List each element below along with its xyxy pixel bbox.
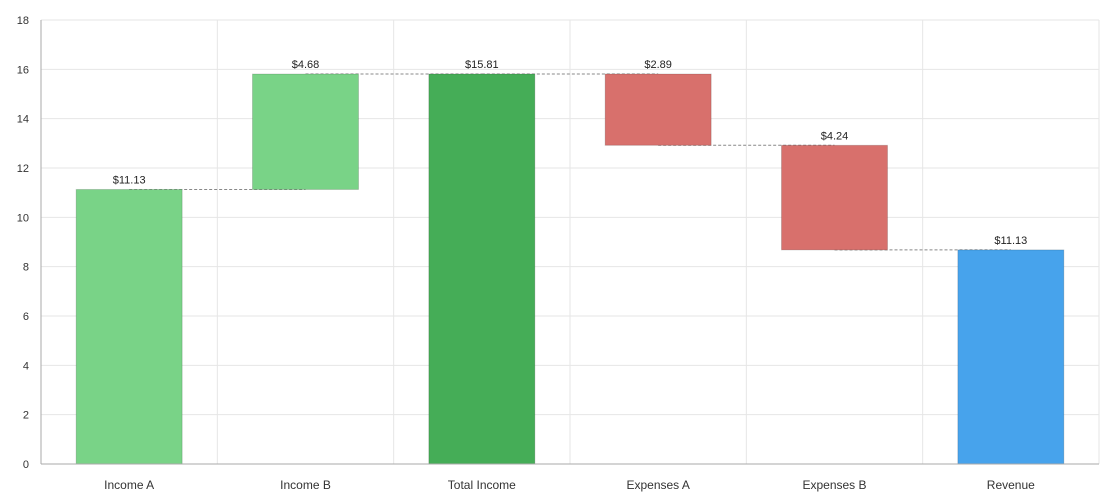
y-axis: 0 2 4 6 8 10 12 14 16 18 (17, 15, 42, 471)
bar-expenses-a[interactable] (604, 73, 712, 146)
bar-income-a[interactable] (75, 188, 183, 465)
y-tick-label: 4 (23, 360, 29, 372)
data-label: $11.13 (994, 235, 1027, 247)
grid-lines (41, 19, 1100, 464)
x-tick-label: Expenses A (626, 478, 689, 492)
x-tick-label: Expenses B (802, 478, 866, 492)
bar-income-b[interactable] (252, 73, 359, 190)
y-tick-label: 0 (23, 459, 29, 471)
data-labels: $11.13 $4.68 $15.81 $2.89 $4.24 $11.13 (113, 59, 1027, 247)
data-label: $2.89 (644, 59, 672, 71)
x-tick-label: Revenue (987, 478, 1035, 492)
y-tick-label: 10 (17, 212, 29, 224)
y-tick-label: 16 (17, 64, 29, 76)
x-tick-label: Total Income (448, 478, 516, 492)
bar-revenue[interactable] (957, 249, 1065, 465)
x-tick-label: Income A (104, 478, 154, 492)
y-tick-label: 6 (23, 311, 29, 323)
bars (75, 73, 1065, 465)
x-tick-label: Income B (280, 478, 331, 492)
y-tick-label: 2 (23, 410, 29, 422)
y-tick-label: 12 (17, 163, 29, 175)
bar-expenses-b[interactable] (781, 144, 888, 251)
data-label: $15.81 (465, 59, 499, 71)
data-label: $11.13 (113, 174, 146, 186)
x-axis: Income A Income B Total Income Expenses A Ex… (41, 463, 1099, 492)
data-label: $4.24 (821, 130, 849, 142)
y-tick-label: 14 (17, 114, 29, 126)
data-label: $4.68 (292, 59, 320, 71)
y-tick-label: 8 (23, 262, 29, 274)
y-tick-label: 18 (17, 15, 29, 27)
bar-total-income[interactable] (428, 73, 536, 465)
